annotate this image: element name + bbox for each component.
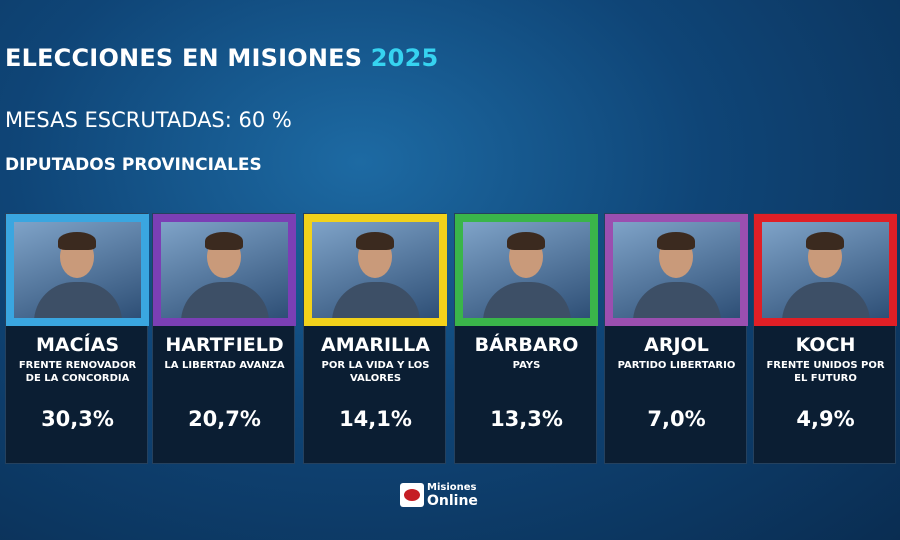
candidate-party: PAYS xyxy=(512,360,541,371)
candidate-card: BÁRBARO PAYS 13,3% xyxy=(454,213,598,464)
candidate-name: KOCH xyxy=(795,334,856,356)
candidate-name: ARJOL xyxy=(644,334,709,356)
logo-line: Online xyxy=(427,493,478,509)
candidate-photo xyxy=(754,214,897,326)
candidate-card: HARTFIELD LA LIBERTAD AVANZA 20,7% xyxy=(152,213,296,464)
photo-hair xyxy=(356,232,394,250)
candidate-percent: 30,3% xyxy=(41,407,114,431)
candidate-card: KOCH FRENTE UNIDOS POR EL FUTURO 4,9% xyxy=(753,213,897,464)
photo-hair xyxy=(205,232,243,250)
candidate-photo xyxy=(304,214,447,326)
candidate-percent: 7,0% xyxy=(647,407,706,431)
photo-hair xyxy=(507,232,545,250)
candidate-party: FRENTE UNIDOS POR EL FUTURO xyxy=(766,360,885,384)
candidate-percent: 4,9% xyxy=(796,407,855,431)
candidate-name: HARTFIELD xyxy=(165,334,284,356)
subtitle: MESAS ESCRUTADAS: 60 % xyxy=(5,108,292,132)
candidate-percent: 14,1% xyxy=(339,407,412,431)
title: ELECCIONES EN MISIONES 2025 xyxy=(5,44,438,72)
candidate-name: MACÍAS xyxy=(35,334,119,356)
candidate-party: FRENTE RENOVADOR DE LA CONCORDIA xyxy=(18,360,137,384)
title-text: ELECCIONES EN MISIONES xyxy=(5,44,363,72)
candidate-photo xyxy=(605,214,748,326)
candidate-name: BÁRBARO xyxy=(474,334,579,356)
section-title: DIPUTADOS PROVINCIALES xyxy=(5,155,262,175)
candidate-party: PARTIDO LIBERTARIO xyxy=(617,360,736,371)
candidate-photo xyxy=(6,214,149,326)
candidate-photo xyxy=(153,214,296,326)
candidate-photo xyxy=(455,214,598,326)
candidate-name: AMARILLA xyxy=(321,334,430,356)
candidate-party: POR LA VIDA Y LOS VALORES xyxy=(321,360,430,384)
candidate-card: AMARILLA POR LA VIDA Y LOS VALORES 14,1% xyxy=(303,213,447,464)
photo-hair xyxy=(806,232,844,250)
candidate-party: LA LIBERTAD AVANZA xyxy=(164,360,285,371)
photo-hair xyxy=(657,232,695,250)
logo-icon xyxy=(400,483,424,507)
candidate-percent: 20,7% xyxy=(188,407,261,431)
candidate-card: MACÍAS FRENTE RENOVADOR DE LA CONCORDIA 30… xyxy=(5,213,149,464)
logo: Misiones Online xyxy=(400,481,480,511)
logo-line: Misiones xyxy=(427,482,477,493)
title-year: 2025 xyxy=(370,44,439,72)
candidate-percent: 13,3% xyxy=(490,407,563,431)
photo-hair xyxy=(58,232,96,250)
candidate-card: ARJOL PARTIDO LIBERTARIO 7,0% xyxy=(604,213,748,464)
